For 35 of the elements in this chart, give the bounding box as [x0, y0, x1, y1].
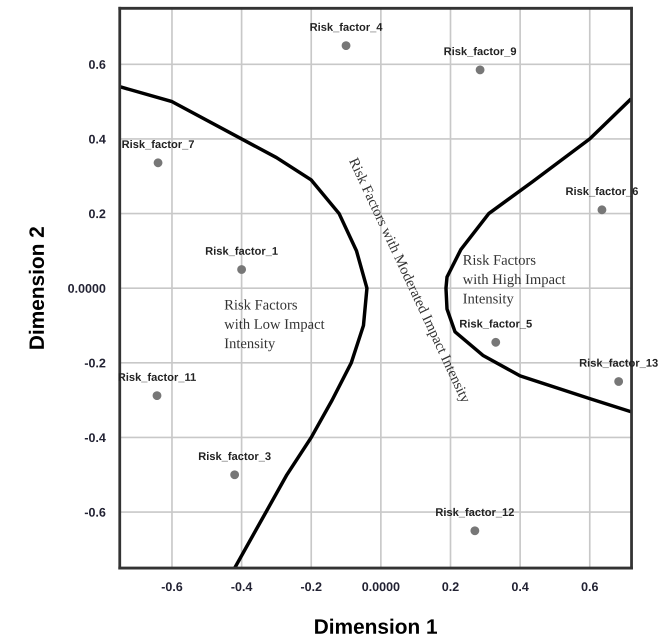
point — [152, 391, 162, 400]
x-tick-label: 0.2 — [442, 582, 459, 592]
annotation: Risk_factor_1 — [206, 246, 278, 256]
y-tick-label: 0.2 — [88, 209, 106, 218]
x-tick-label: -0.4 — [231, 582, 252, 592]
point — [476, 65, 484, 74]
annotation: Risk_factor_5 — [460, 319, 532, 329]
annotation: Risk Factors with Low Impact Intensity — [224, 299, 325, 352]
y-tick-label: 0.0000 — [68, 284, 106, 293]
annotation: Risk_factor_12 — [436, 508, 514, 518]
x-axis-title: Dimension 1 — [315, 618, 437, 634]
annotation: Risk_factor_3 — [198, 452, 271, 462]
x-tick-label: 0.0000 — [362, 582, 400, 592]
point — [237, 265, 246, 274]
point — [491, 338, 500, 347]
point — [342, 41, 350, 50]
y-tick-label: -0.6 — [84, 508, 106, 517]
point — [470, 526, 480, 536]
y-tick-label: -0.2 — [84, 358, 106, 368]
x-tick-label: -0.6 — [162, 582, 182, 592]
annotation: Risk_factor_7 — [122, 140, 194, 150]
x-tick-label: -0.2 — [300, 582, 322, 592]
annotation: Risk_factor_9 — [444, 47, 516, 56]
y-tick-label: -0.4 — [84, 433, 106, 442]
y-tick-label: 0.6 — [88, 60, 106, 69]
point — [614, 377, 624, 386]
annotation: Risk Factors with High Impact Intensity — [462, 254, 566, 307]
point — [230, 470, 240, 480]
annotation: Risk_factor_4 — [310, 22, 382, 32]
y-tick-label: 0.4 — [88, 134, 106, 144]
point — [598, 205, 606, 214]
point — [154, 158, 162, 168]
y-axis-title: Dimension 2 — [28, 227, 44, 349]
x-tick-label: 0.6 — [582, 582, 598, 592]
x-tick-label: 0.4 — [512, 582, 529, 592]
